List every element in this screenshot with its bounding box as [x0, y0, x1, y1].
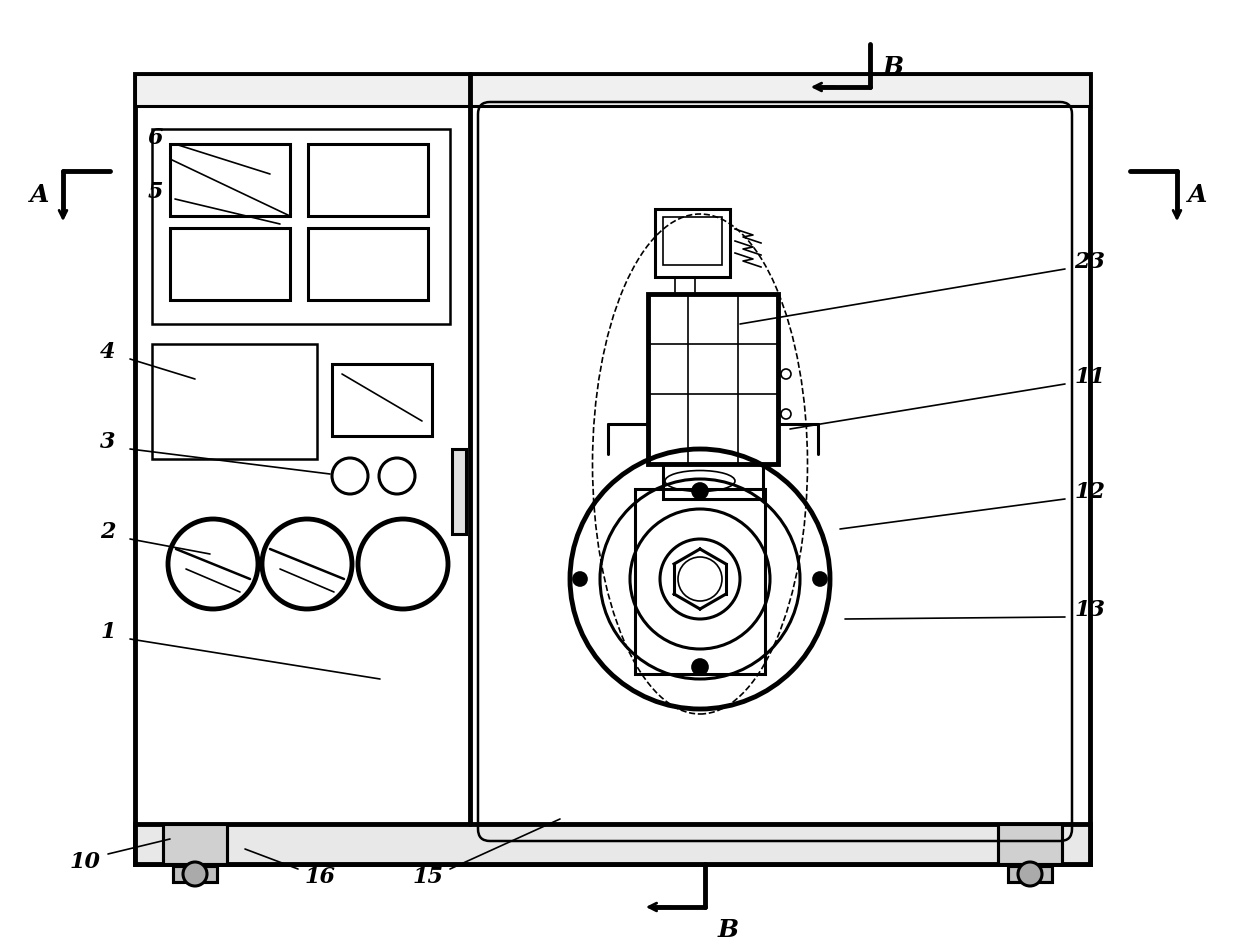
- Text: 1: 1: [100, 621, 115, 643]
- Text: 12: 12: [1075, 481, 1106, 503]
- Bar: [332, 365, 432, 437]
- Bar: [998, 824, 1061, 864]
- Circle shape: [813, 572, 827, 586]
- Text: 23: 23: [1075, 250, 1106, 272]
- Text: 11: 11: [1075, 366, 1106, 387]
- Bar: [153, 345, 317, 460]
- Bar: [663, 218, 722, 266]
- Bar: [135, 75, 1090, 864]
- Bar: [649, 295, 777, 465]
- Bar: [308, 228, 428, 301]
- Bar: [174, 866, 217, 883]
- Text: 10: 10: [69, 850, 100, 872]
- Text: A: A: [1188, 183, 1208, 207]
- Bar: [998, 824, 1061, 864]
- Text: 16: 16: [305, 865, 336, 887]
- Bar: [170, 145, 290, 217]
- Bar: [308, 145, 428, 217]
- Bar: [162, 824, 227, 864]
- Bar: [663, 465, 763, 500]
- Text: 4: 4: [100, 341, 115, 363]
- Circle shape: [1018, 863, 1042, 886]
- Bar: [135, 75, 1090, 107]
- Circle shape: [692, 660, 708, 675]
- Bar: [135, 824, 1090, 864]
- Text: 3: 3: [100, 430, 115, 452]
- Text: 15: 15: [413, 865, 444, 887]
- Circle shape: [184, 863, 207, 886]
- Bar: [635, 489, 765, 674]
- Text: A: A: [30, 183, 50, 207]
- Text: B: B: [718, 917, 739, 941]
- Bar: [170, 228, 290, 301]
- Text: 6: 6: [148, 127, 162, 149]
- Bar: [1008, 866, 1052, 883]
- Bar: [1008, 866, 1052, 883]
- Bar: [655, 209, 730, 278]
- Text: 2: 2: [100, 521, 115, 543]
- Bar: [153, 129, 450, 325]
- Text: 5: 5: [148, 181, 162, 203]
- Text: 13: 13: [1075, 599, 1106, 621]
- Bar: [174, 866, 217, 883]
- Bar: [453, 449, 466, 534]
- Circle shape: [573, 572, 587, 586]
- Circle shape: [692, 484, 708, 500]
- Text: B: B: [883, 55, 904, 79]
- Bar: [162, 824, 227, 864]
